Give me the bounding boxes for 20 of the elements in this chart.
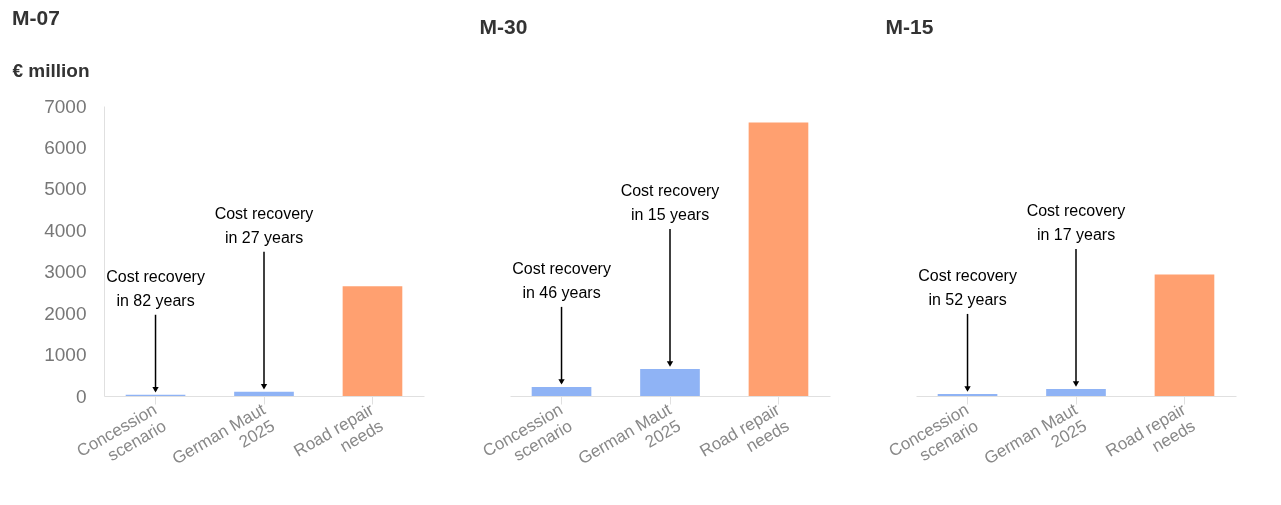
y-tick-label: 6000 <box>44 136 87 158</box>
y-axis-title: € million <box>12 59 90 81</box>
bar <box>234 391 294 396</box>
bar <box>342 286 403 396</box>
y-tick-label: 0 <box>75 385 87 407</box>
y-tick-label: 5000 <box>44 178 87 200</box>
annotation: Cost recovery in 46 years <box>512 259 611 301</box>
chart-title: M-30 <box>479 15 528 38</box>
annotation: Cost recovery in 15 years <box>620 182 720 224</box>
y-tick-label: 4000 <box>44 219 87 241</box>
y-tick-label: 3000 <box>44 261 87 283</box>
annotation: Cost recovery in 17 years <box>1026 201 1126 243</box>
annotation: Cost recovery in 27 years <box>214 204 314 246</box>
chart-title: M-15 <box>885 15 934 38</box>
y-tick-label: 1000 <box>44 344 87 366</box>
annotation: Cost recovery in 52 years <box>918 266 1017 308</box>
y-tick-label: 7000 <box>44 95 87 117</box>
chart-title: M-07 <box>12 6 60 29</box>
y-tick-label: 2000 <box>44 302 87 324</box>
annotation: Cost recovery in 82 years <box>106 267 205 309</box>
